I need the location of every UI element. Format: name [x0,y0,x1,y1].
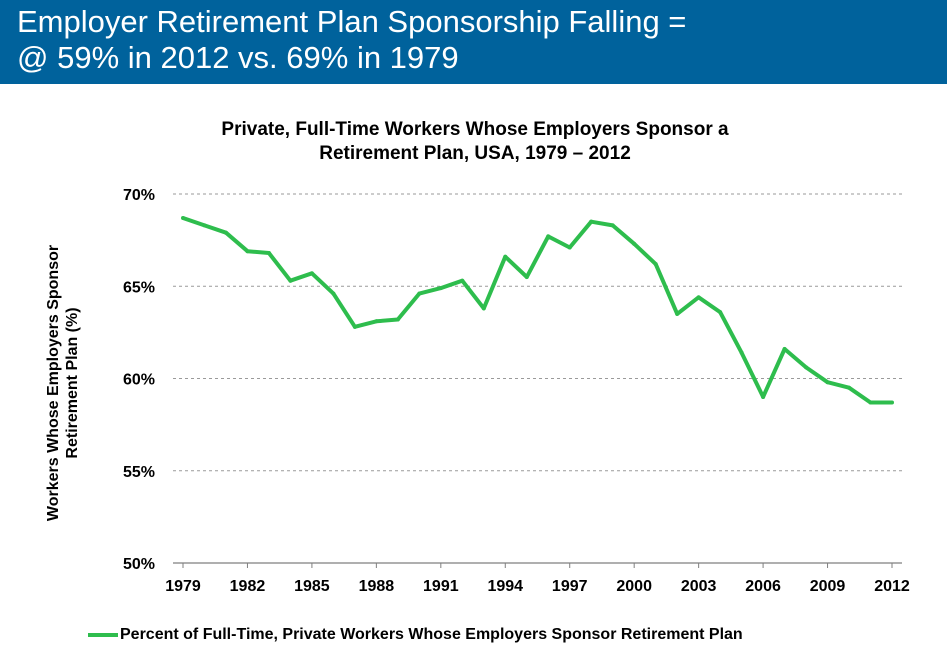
series-lines [182,216,892,405]
data-point [524,275,529,280]
slide-title-line-2: @ 59% in 2012 vs. 69% in 1979 [17,40,459,75]
x-tick-label: 2003 [681,578,717,595]
x-tick-label: 1994 [487,578,523,595]
data-point [847,385,852,390]
data-point [460,278,465,283]
chart-title-line-2: Retirement Plan, USA, 1979 – 2012 [319,143,631,164]
data-point [696,295,701,300]
legend-label: Percent of Full-Time, Private Workers Wh… [120,626,743,643]
y-tick-label: 55% [123,464,155,481]
data-point [223,230,228,235]
data-point [718,310,723,315]
x-tick-label: 2006 [745,578,781,595]
x-tick-label: 1991 [423,578,459,595]
data-point [653,262,658,267]
data-point [782,346,787,351]
header-bar [0,0,947,84]
data-point [288,278,293,283]
axes [173,562,902,568]
data-point [804,365,809,370]
data-point [202,223,207,228]
y-tick-label: 70% [123,187,155,204]
x-tick-label: 2009 [810,578,846,595]
y-tick-label: 50% [123,556,155,573]
x-tick-label: 1979 [165,578,201,595]
data-point [675,311,680,316]
series-line-0 [182,216,892,405]
data-point [417,291,422,296]
data-point [245,249,250,254]
chart-title-line-1: Private, Full-Time Workers Whose Employe… [221,119,729,140]
slide-title: Employer Retirement Plan Sponsorship Fal… [17,4,686,76]
data-point [374,319,379,324]
legend: Percent of Full-Time, Private Workers Wh… [88,624,743,646]
data-point [352,324,357,329]
data-point [395,317,400,322]
data-point [481,306,486,311]
x-tick-label: 2012 [874,578,910,595]
data-point [567,245,572,250]
data-point [438,286,443,291]
data-point [825,380,830,385]
y-tick-label: 65% [123,279,155,296]
data-point [503,254,508,259]
x-tick-label: 1988 [359,578,395,595]
data-point [632,241,637,246]
data-point [181,215,185,220]
data-point [266,251,271,256]
y-tick-label: 60% [123,372,155,389]
data-point [546,234,551,239]
tick-labels: 50% 55% 60% 65% 70% 1979 1982 1985 1988 1991 1994 1… [123,187,910,595]
slide-title-line-1: Employer Retirement Plan Sponsorship Fal… [17,4,687,39]
x-tick-label: 1997 [552,578,588,595]
data-point [309,271,314,276]
data-point [890,400,894,405]
data-point [610,223,615,228]
data-point [589,219,594,224]
data-point [761,394,766,399]
chart-title: Private, Full-Time Workers Whose Employe… [140,118,810,166]
x-tick-label: 2000 [616,578,652,595]
legend-swatch [88,633,118,637]
data-point [868,400,873,405]
data-point [739,350,744,355]
x-tick-label: 1985 [294,578,330,595]
grid-lines [173,193,902,472]
data-point [331,291,336,296]
data-points [181,215,894,405]
x-tick-label: 1982 [230,578,266,595]
